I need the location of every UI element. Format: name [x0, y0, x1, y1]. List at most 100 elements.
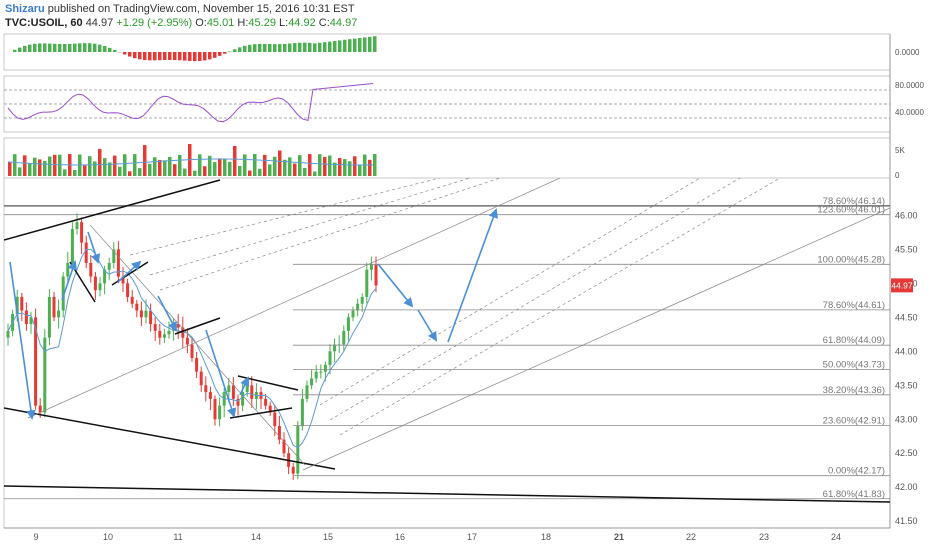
candle-body	[199, 371, 203, 386]
candle-body	[84, 242, 88, 263]
oscillator-bar	[53, 43, 57, 52]
projection-arrow	[87, 231, 101, 264]
candle-body	[282, 439, 286, 454]
candle-body	[296, 426, 300, 474]
candle-body	[153, 324, 157, 331]
candle-body	[107, 262, 111, 270]
candle-body	[208, 392, 212, 399]
oscillator-bar	[323, 42, 327, 52]
high-label: H:	[237, 17, 249, 29]
oscillator-bar	[58, 43, 62, 52]
volume-bar	[243, 154, 247, 176]
candle-body	[135, 303, 139, 311]
oscillator-bar	[148, 52, 152, 61]
candle-body	[149, 310, 153, 325]
price-tick-label: 41.50	[895, 516, 918, 526]
candle-body	[314, 371, 318, 379]
time-tick-label: 23	[759, 532, 769, 542]
volume-bar	[308, 154, 312, 176]
close-label: C:	[318, 17, 330, 29]
oscillator-bar	[188, 52, 192, 61]
candle-body	[227, 385, 231, 393]
oscillator-bar	[168, 52, 172, 60]
price-tick-label: 44.50	[895, 312, 918, 322]
published-text: published on TradingView.com, November 1…	[47, 3, 355, 15]
oscillator-bar	[198, 52, 202, 61]
volume-bar	[103, 158, 107, 176]
candle-body	[323, 364, 327, 372]
candle-body	[190, 344, 194, 359]
open-value: 45.01	[206, 17, 235, 29]
projection-arrow	[117, 260, 142, 283]
time-tick-label: 15	[323, 532, 333, 542]
volume-bar	[18, 167, 22, 176]
oscillator-bar	[318, 42, 322, 52]
trend-line	[229, 407, 293, 419]
volume-bar	[373, 154, 377, 176]
oscillator-bar	[348, 39, 352, 52]
current-price-badge	[891, 278, 913, 293]
candle-body	[167, 330, 171, 335]
author-link[interactable]: Shizaru	[5, 3, 45, 15]
volume-bar	[98, 148, 102, 176]
oscillator-bar	[333, 41, 337, 52]
volume-bar	[43, 160, 47, 176]
oscillator-bar	[73, 43, 77, 52]
trend-line	[89, 224, 306, 466]
candle-body	[116, 249, 120, 277]
oscillator-bar	[208, 52, 212, 60]
oscillator-bar	[88, 43, 92, 52]
volume-bar	[238, 166, 242, 176]
volume-bar	[203, 166, 207, 176]
oscillator-bar	[28, 44, 32, 52]
moving-average-line	[7, 248, 377, 449]
fib-level-label: 23.60%(42.91)	[823, 415, 885, 426]
candle-body	[61, 276, 65, 311]
oscillator-bar	[153, 52, 157, 61]
oscillator-bar	[353, 38, 357, 52]
candle-body	[204, 385, 208, 393]
price-tick-label: 45.50	[895, 244, 918, 254]
oscillator-bar	[13, 49, 17, 52]
volume-bar	[323, 156, 327, 176]
fib-level-label: 123.60%(46.01)	[817, 205, 885, 216]
candle-body	[245, 385, 249, 393]
volume-bar	[88, 156, 92, 176]
candle-body	[300, 398, 304, 427]
candle-body	[305, 385, 309, 399]
high-value: 45.29	[248, 17, 276, 29]
oscillator-bar	[298, 42, 302, 52]
volume-bar	[298, 155, 302, 176]
trend-line	[302, 207, 890, 471]
candle-body	[47, 296, 51, 338]
trend-line	[339, 178, 781, 436]
current-price-label: 44.97	[891, 280, 913, 290]
oscillator-axis-label: 0.0000	[895, 48, 920, 57]
volume-bar	[218, 158, 222, 176]
volume-bar	[288, 157, 292, 176]
oscillator-bar	[43, 43, 47, 52]
volume-bar	[158, 159, 162, 176]
time-tick-label: 9	[33, 532, 38, 542]
rsi-axis-label: 80.0000	[895, 81, 924, 90]
volume-bar	[263, 154, 267, 176]
volume-bar	[63, 169, 67, 176]
oscillator-bar	[218, 52, 222, 56]
candle-body	[236, 398, 240, 406]
volume-bar	[233, 145, 237, 176]
candle-body	[277, 426, 281, 440]
oscillator-bar	[23, 45, 27, 52]
volume-bar	[123, 154, 127, 176]
oscillator-bar	[83, 43, 87, 52]
oscillator-bar	[268, 44, 272, 52]
volume-bar	[333, 162, 337, 176]
volume-bar	[33, 157, 37, 176]
volume-bar	[223, 158, 227, 176]
volume-bar	[58, 154, 62, 176]
candle-body	[176, 324, 180, 328]
oscillator-bar	[258, 43, 262, 52]
fib-level-label: 38.20%(43.36)	[823, 385, 885, 396]
candle-body	[310, 378, 314, 386]
volume-bar	[93, 161, 97, 176]
